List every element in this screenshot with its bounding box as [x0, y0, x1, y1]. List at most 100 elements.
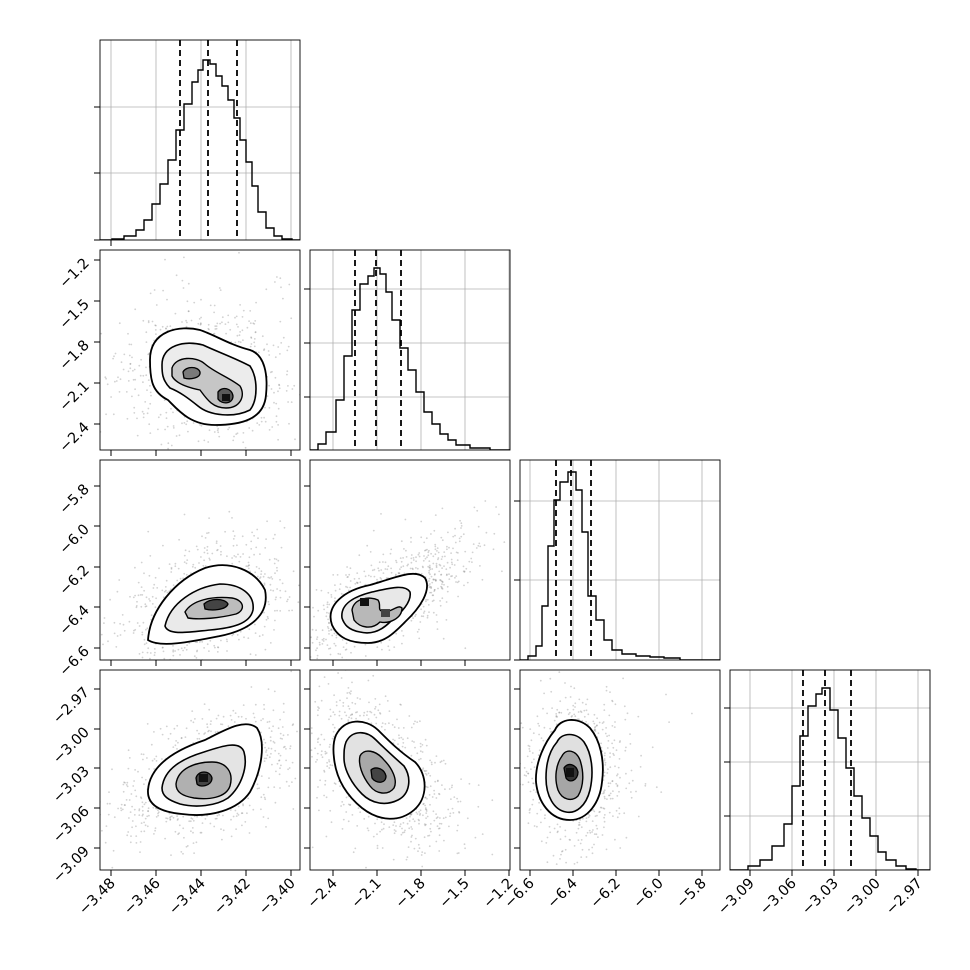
scatter-point — [405, 817, 408, 819]
scatter-point — [609, 782, 612, 785]
scatter-point — [412, 568, 414, 571]
scatter-point — [233, 435, 235, 438]
scatter-point — [221, 838, 223, 841]
scatter-point — [222, 715, 225, 718]
contour-core — [370, 767, 387, 783]
scatter-point — [281, 582, 284, 585]
scatter-point — [181, 422, 183, 425]
scatter-point — [253, 345, 256, 348]
scatter-point — [97, 633, 99, 635]
scatter-point — [286, 600, 288, 603]
scatter-point — [415, 560, 417, 563]
scatter-point — [255, 566, 258, 568]
scatter-point — [278, 383, 280, 386]
panel-p1-vs-p0 — [100, 251, 313, 450]
scatter-point — [270, 576, 273, 578]
scatter-point — [605, 689, 608, 692]
scatter-point — [439, 761, 442, 764]
scatter-point — [200, 831, 203, 834]
scatter-point — [644, 784, 647, 787]
scatter-point — [392, 858, 395, 861]
scatter-point — [197, 440, 200, 443]
scatter-point — [227, 321, 230, 324]
scatter-point — [438, 834, 441, 837]
scatter-point — [367, 829, 370, 832]
scatter-point — [427, 551, 430, 554]
scatter-point — [176, 748, 178, 750]
scatter-point — [438, 563, 441, 566]
scatter-point — [328, 603, 331, 606]
scatter-point — [279, 277, 282, 280]
scatter-point — [318, 664, 320, 666]
scatter-point — [213, 644, 216, 647]
peak-cell — [199, 774, 208, 782]
scatter-point — [185, 648, 188, 651]
scatter-point — [397, 572, 400, 574]
scatter-point — [430, 533, 432, 535]
scatter-point — [577, 839, 580, 841]
scatter-point — [454, 576, 456, 579]
scatter-point — [609, 752, 611, 754]
scatter-point — [153, 833, 155, 835]
scatter-point — [263, 582, 266, 585]
scatter-point — [456, 829, 459, 832]
scatter-point — [196, 729, 199, 732]
scatter-point — [270, 730, 273, 732]
scatter-point — [556, 823, 559, 826]
scatter-point — [278, 773, 281, 776]
scatter-point — [332, 789, 335, 792]
panel-p2-vs-p0 — [97, 510, 304, 688]
scatter-point — [425, 808, 428, 811]
scatter-point — [457, 852, 460, 854]
scatter-point — [274, 749, 277, 752]
scatter-point — [268, 603, 270, 606]
panel-hist-p1 — [310, 250, 510, 450]
scatter-point — [120, 361, 123, 364]
scatter-point — [133, 629, 135, 632]
scatter-point — [248, 832, 251, 834]
scatter-point — [417, 553, 420, 556]
scatter-point — [419, 757, 422, 760]
scatter-point — [450, 575, 452, 578]
scatter-point — [263, 796, 266, 799]
scatter-point — [433, 589, 436, 591]
scatter-point — [302, 579, 304, 581]
scatter-point — [398, 734, 400, 737]
scatter-point — [351, 701, 354, 704]
scatter-point — [372, 674, 375, 677]
scatter-point — [266, 395, 269, 397]
scatter-point — [348, 573, 351, 576]
scatter-point — [260, 416, 263, 419]
scatter-point — [232, 633, 235, 636]
scatter-point — [142, 416, 145, 419]
scatter-point — [257, 351, 260, 354]
scatter-point — [254, 625, 256, 627]
scatter-point — [130, 793, 133, 795]
scatter-point — [329, 764, 332, 766]
scatter-point — [235, 556, 237, 558]
scatter-point — [282, 336, 285, 339]
scatter-point — [333, 713, 336, 716]
scatter-point — [271, 426, 274, 428]
scatter-point — [611, 699, 613, 702]
scatter-point — [448, 546, 450, 549]
scatter-point — [224, 686, 226, 688]
scatter-point — [530, 739, 533, 742]
scatter-point — [118, 579, 121, 581]
scatter-point — [416, 813, 419, 815]
scatter-point — [311, 352, 313, 354]
scatter-point — [234, 341, 237, 344]
scatter-point — [539, 808, 542, 811]
contour-core — [203, 598, 229, 611]
histogram-p3 — [730, 687, 930, 870]
scatter-point — [331, 737, 334, 740]
scatter-point — [268, 558, 271, 561]
scatter-point — [293, 384, 296, 387]
scatter-point — [143, 638, 146, 641]
scatter-point — [142, 758, 144, 761]
scatter-point — [201, 822, 204, 824]
scatter-point — [246, 326, 249, 329]
scatter-point — [351, 814, 354, 816]
scatter-point — [412, 557, 415, 559]
scatter-point — [185, 727, 188, 730]
